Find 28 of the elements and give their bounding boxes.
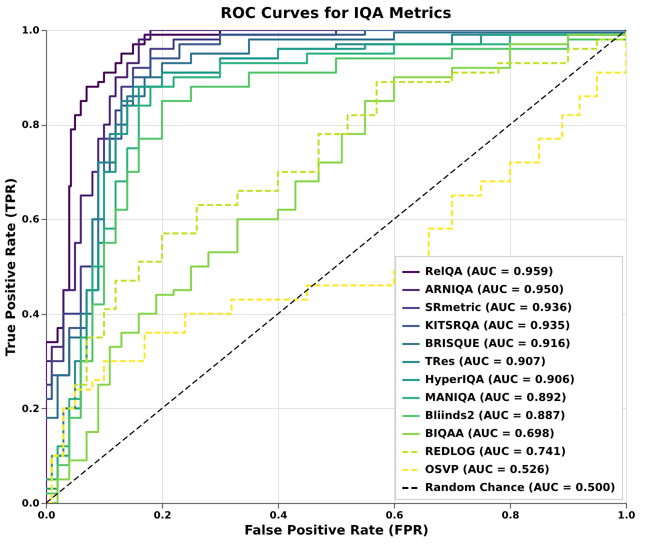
legend-label: Random Chance (AUC = 0.500): [425, 481, 616, 494]
legend-label: ARNIQA (AUC = 0.950): [425, 283, 564, 296]
x-tick-label: 1.0: [618, 510, 636, 522]
x-tick-label: 0.8: [502, 510, 520, 522]
x-tick-label: 0.4: [270, 510, 288, 522]
y-tick-label: 0.4: [22, 309, 40, 320]
y-axis-title: True Positive Rate (TPR): [4, 178, 19, 356]
y-tick-label: 0.8: [22, 120, 40, 132]
x-tick-label: 0.0: [38, 510, 56, 522]
y-tick-label: 0.0: [22, 498, 40, 510]
legend-label: BIQAA (AUC = 0.698): [425, 427, 555, 440]
legend-label: OSVP (AUC = 0.526): [425, 463, 550, 476]
y-tick-label: 0.2: [22, 404, 40, 415]
legend-label: MANIQA (AUC = 0.892): [425, 391, 566, 404]
x-tick-label: 0.2: [154, 510, 172, 522]
legend-label: Bliinds2 (AUC = 0.887): [425, 409, 566, 422]
chart-title: ROC Curves for IQA Metrics: [220, 4, 452, 22]
y-tick-label: 0.6: [22, 214, 40, 226]
legend-label: REDLOG (AUC = 0.741): [425, 445, 566, 458]
y-tick-label: 1.0: [22, 26, 40, 36]
legend-label: SRmetric (AUC = 0.936): [425, 301, 572, 314]
legend-label: TRes (AUC = 0.907): [425, 355, 546, 368]
x-axis-title: False Positive Rate (FPR): [244, 524, 429, 538]
legend-label: HyperIQA (AUC = 0.906): [425, 373, 575, 386]
legend-label: KITSRQA (AUC = 0.935): [425, 319, 570, 332]
x-tick-label: 0.6: [386, 510, 404, 522]
legend-label: RelQA (AUC = 0.959): [425, 265, 554, 278]
legend-label: BRISQUE (AUC = 0.916): [425, 337, 570, 350]
